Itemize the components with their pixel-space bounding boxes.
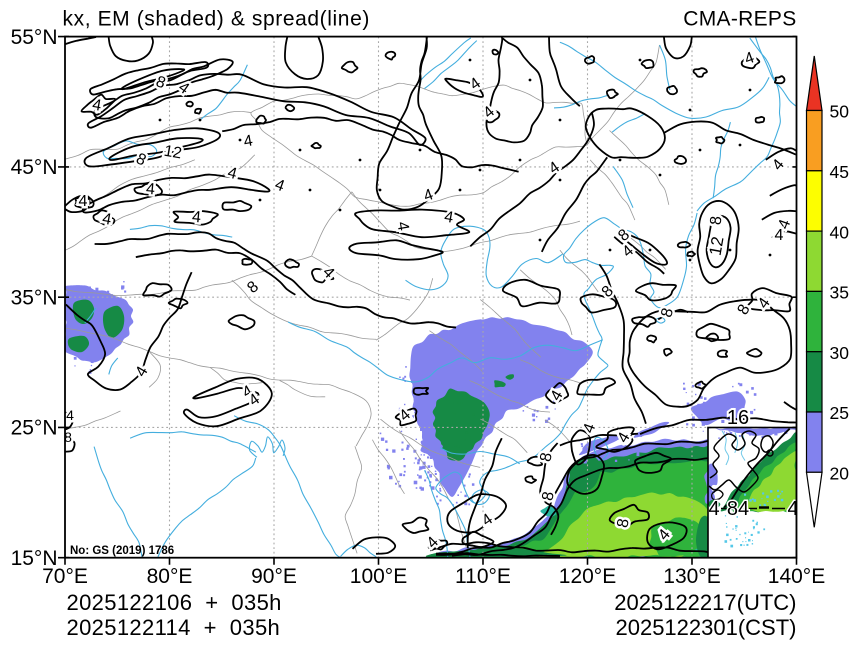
svg-text:70°E: 70°E [42, 565, 88, 588]
svg-text:4: 4 [191, 209, 201, 227]
svg-text:4: 4 [246, 391, 263, 410]
svg-text:4: 4 [101, 210, 113, 228]
svg-text:4: 4 [175, 79, 192, 98]
svg-text:8: 8 [244, 278, 262, 297]
svg-text:4: 4 [133, 364, 152, 380]
svg-text:4: 4 [787, 498, 798, 520]
svg-text:4: 4 [79, 193, 88, 210]
svg-text:110°E: 110°E [455, 565, 511, 588]
svg-text:35°N: 35°N [11, 287, 58, 310]
svg-text:12: 12 [163, 143, 184, 163]
svg-text:2025122301(CST): 2025122301(CST) [615, 615, 796, 640]
svg-text:8: 8 [708, 215, 726, 225]
svg-text:2025122114 + 035h: 2025122114 + 035h [67, 615, 281, 640]
svg-text:8: 8 [735, 302, 754, 318]
svg-text:80°E: 80°E [147, 565, 193, 588]
svg-text:35: 35 [830, 283, 849, 303]
svg-text:4: 4 [546, 159, 563, 178]
svg-text:4: 4 [272, 176, 286, 195]
svg-text:4: 4 [393, 220, 411, 232]
svg-text:12: 12 [706, 235, 728, 257]
svg-text:16: 16 [727, 407, 749, 429]
svg-text:8: 8 [64, 429, 72, 445]
svg-text:45: 45 [830, 162, 849, 182]
svg-text:45°N: 45°N [11, 156, 58, 179]
svg-text:4: 4 [708, 498, 719, 520]
svg-text:50: 50 [830, 102, 850, 122]
svg-text:25°N: 25°N [11, 417, 58, 440]
svg-text:90°E: 90°E [251, 565, 297, 588]
svg-text:4: 4 [66, 407, 74, 423]
svg-text:130°E: 130°E [663, 565, 720, 588]
svg-text:100°E: 100°E [350, 565, 407, 588]
svg-text:4: 4 [443, 208, 455, 226]
svg-text:140°E: 140°E [768, 565, 825, 588]
svg-text:20: 20 [830, 464, 850, 484]
svg-text:kx, EM (shaded) & spread(line): kx, EM (shaded) & spread(line) [63, 8, 370, 31]
svg-text:30: 30 [830, 343, 850, 363]
svg-text:4: 4 [769, 156, 788, 174]
svg-text:4: 4 [580, 421, 599, 435]
svg-text:2025122217(UTC): 2025122217(UTC) [614, 590, 796, 615]
svg-text:8: 8 [537, 451, 555, 463]
svg-text:40: 40 [830, 222, 850, 242]
svg-text:4: 4 [775, 227, 784, 244]
svg-text:8: 8 [599, 283, 617, 301]
svg-text:CMA-REPS: CMA-REPS [683, 8, 796, 31]
svg-text:4: 4 [145, 181, 155, 199]
svg-text:No: GS (2019) 1786: No: GS (2019) 1786 [70, 545, 174, 557]
svg-text:84: 84 [727, 498, 749, 520]
svg-text:55°N: 55°N [11, 26, 58, 49]
svg-text:4: 4 [242, 132, 254, 150]
svg-text:15°N: 15°N [11, 547, 58, 570]
svg-text:8: 8 [153, 73, 167, 92]
svg-text:25: 25 [830, 403, 849, 423]
svg-text:2025122106 + 035h: 2025122106 + 035h [67, 590, 282, 615]
svg-text:120°E: 120°E [559, 565, 616, 588]
